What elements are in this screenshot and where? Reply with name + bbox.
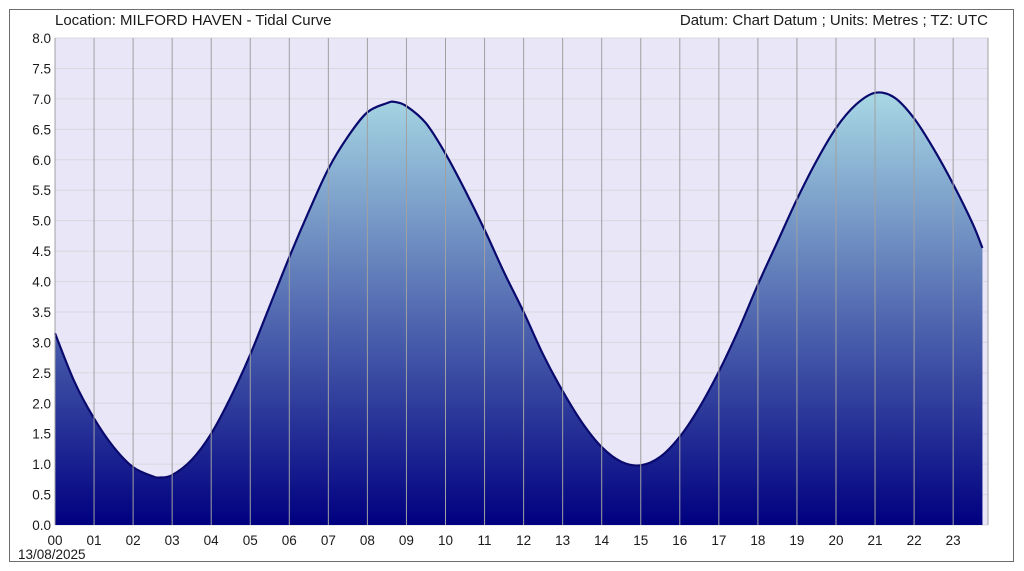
y-tick-label: 4.0 bbox=[32, 275, 51, 290]
x-tick-label: 18 bbox=[750, 533, 765, 548]
x-tick-label: 12 bbox=[516, 533, 531, 548]
tide-height-curve bbox=[53, 91, 984, 479]
x-tick-label: 02 bbox=[126, 533, 141, 548]
x-tick-label: 07 bbox=[321, 533, 336, 548]
y-tick-label: 4.5 bbox=[32, 244, 51, 259]
x-tick-label: 19 bbox=[789, 533, 804, 548]
x-tick-label: 15 bbox=[633, 533, 648, 548]
x-tick-label: 13 bbox=[555, 533, 570, 548]
vertical-gridlines bbox=[54, 38, 989, 525]
tide-area-fill bbox=[55, 92, 983, 525]
y-tick-label: 6.5 bbox=[32, 122, 51, 137]
x-tick-label: 21 bbox=[868, 533, 883, 548]
x-tick-label: 00 bbox=[47, 533, 62, 548]
y-tick-label: 8.0 bbox=[32, 31, 51, 46]
y-tick-label: 6.0 bbox=[32, 153, 51, 168]
date-label: 13/08/2025 bbox=[18, 547, 86, 562]
y-tick-label: 3.0 bbox=[32, 335, 51, 350]
x-tick-label: 04 bbox=[204, 533, 220, 548]
y-tick-label: 5.5 bbox=[32, 183, 51, 198]
y-tick-label: 7.0 bbox=[32, 92, 51, 107]
x-tick-label: 05 bbox=[243, 533, 258, 548]
x-tick-label: 03 bbox=[165, 533, 180, 548]
y-tick-label: 7.5 bbox=[32, 61, 51, 76]
x-tick-label: 14 bbox=[594, 533, 610, 548]
x-tick-label: 11 bbox=[478, 533, 492, 548]
y-tick-label: 2.5 bbox=[32, 366, 51, 381]
y-tick-label: 5.0 bbox=[32, 214, 51, 229]
x-tick-label: 06 bbox=[282, 533, 297, 548]
x-axis-tick-labels: 00 01 02 03 04 05 06 07 08 09 10 11 12 13 14 15 16 17 18 19… bbox=[47, 533, 960, 548]
y-tick-label: 2.0 bbox=[32, 396, 51, 411]
y-tick-label: 0.5 bbox=[32, 488, 51, 503]
y-tick-label: 1.0 bbox=[32, 457, 51, 472]
y-tick-label: 1.5 bbox=[32, 427, 51, 442]
x-tick-label: 22 bbox=[907, 533, 922, 548]
x-tick-label: 01 bbox=[87, 533, 102, 548]
x-tick-label: 10 bbox=[438, 533, 453, 548]
x-tick-label: 09 bbox=[399, 533, 414, 548]
x-tick-label: 08 bbox=[360, 533, 375, 548]
y-axis-tick-labels: 0.0 0.5 1.0 1.5 2.0 2.5 3.0 3.5 4.0 4.5 5.0 5.5 6.0 6… bbox=[32, 31, 51, 533]
x-tick-label: 23 bbox=[946, 533, 961, 548]
x-tick-label: 16 bbox=[672, 533, 687, 548]
y-tick-label: 0.0 bbox=[32, 518, 51, 533]
x-tick-label: 20 bbox=[828, 533, 843, 548]
datum-units-label: Datum: Chart Datum ; Units: Metres ; TZ:… bbox=[679, 12, 988, 29]
tide-area-layer bbox=[53, 91, 984, 525]
location-title: Location: MILFORD HAVEN - Tidal Curve bbox=[55, 12, 332, 29]
x-tick-label: 17 bbox=[711, 533, 726, 548]
y-tick-label: 3.5 bbox=[32, 305, 51, 320]
